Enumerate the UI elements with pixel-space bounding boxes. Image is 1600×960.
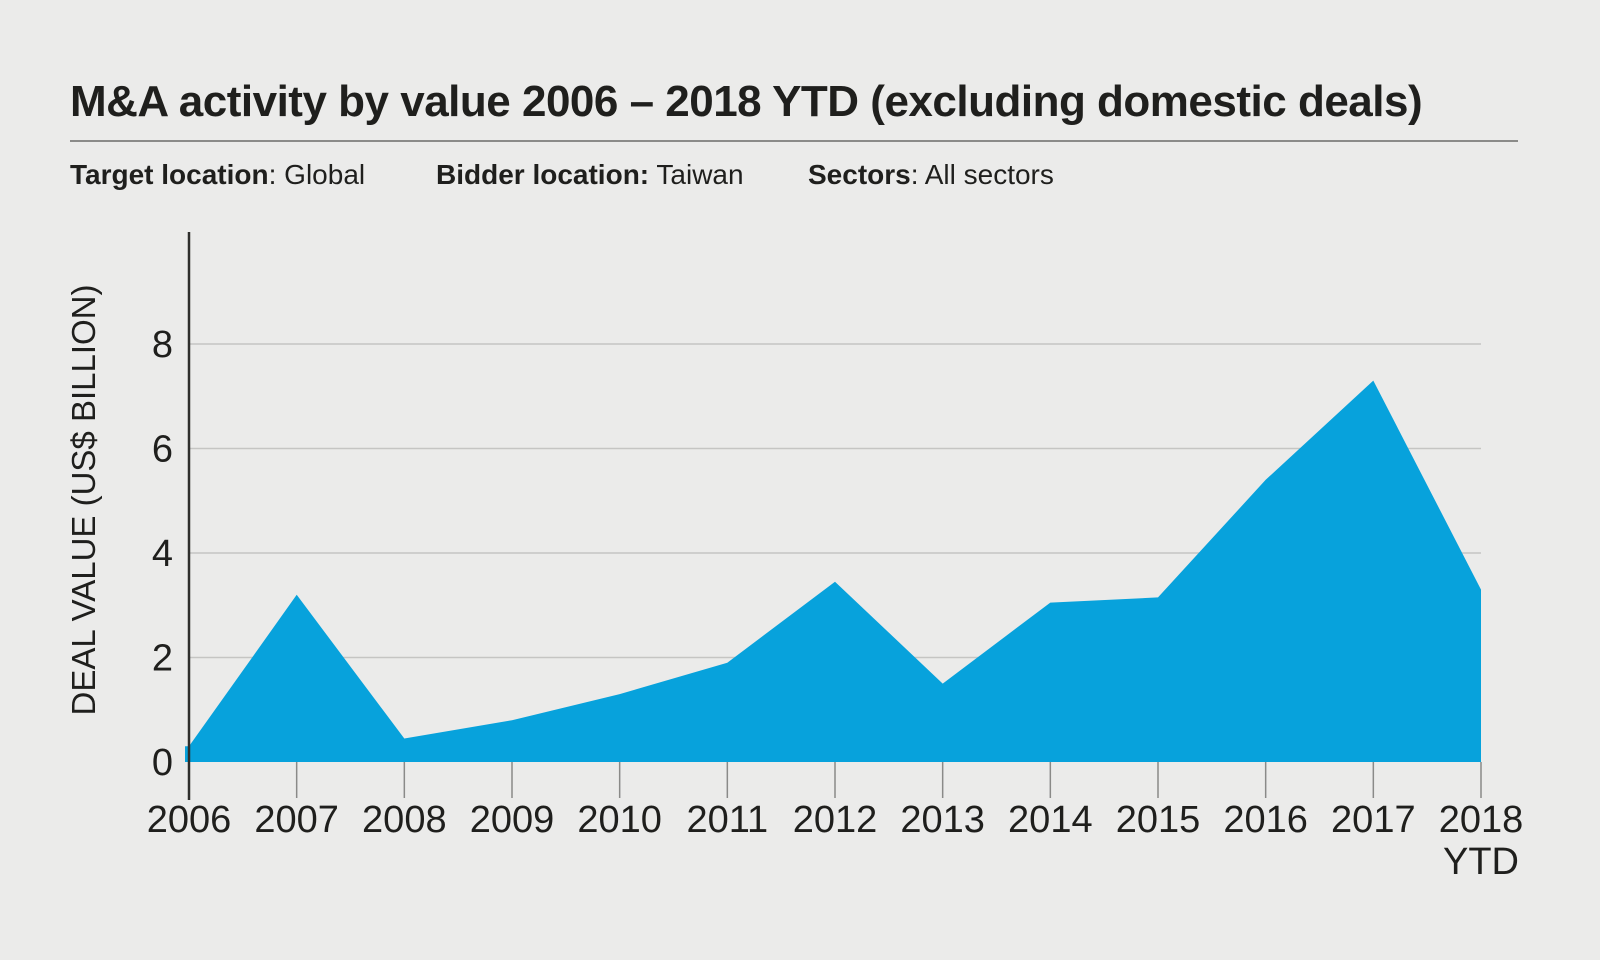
y-tick-label: 0: [152, 742, 173, 784]
y-axis-title: DEAL VALUE (US$ BILLION): [65, 285, 102, 716]
x-tick-label: 2009: [470, 799, 555, 841]
filter-target-location-label: Target location: [70, 159, 269, 190]
y-tick-label: 4: [152, 533, 173, 575]
x-tick-label: 2015: [1116, 799, 1201, 841]
filter-sectors-label: Sectors: [808, 159, 911, 190]
x-tick-label: 2011: [686, 799, 768, 841]
x-tick-label: 2012: [793, 799, 878, 841]
filter-sectors-value: : All sectors: [910, 159, 1054, 190]
x-tick-label: 2006: [147, 799, 232, 841]
x-tick-label: 2016: [1223, 799, 1308, 841]
y-tick-label: 8: [152, 324, 173, 366]
y-tick-label: 6: [152, 429, 173, 471]
chart-title: M&A activity by value 2006 – 2018 YTD (e…: [70, 77, 1423, 126]
filter-bidder-location-label: Bidder location:: [436, 159, 650, 190]
x-tick-label: 2010: [577, 799, 662, 841]
filter-sectors: Sectors: All sectors: [808, 158, 1054, 192]
area-shape: [185, 380, 1481, 762]
x-tick-label: 2017: [1331, 799, 1416, 841]
filter-target-location: Target location: Global: [70, 158, 365, 192]
filter-row: Target location: Global Bidder location:…: [0, 158, 1600, 198]
x-tick-label: 2018: [1439, 799, 1524, 841]
x-tick-label: 2014: [1008, 799, 1093, 841]
title-divider: [70, 140, 1518, 142]
x-tick-label: 2013: [900, 799, 985, 841]
x-tick-label-line2: YTD: [1443, 841, 1519, 883]
filter-bidder-location-value: Taiwan: [649, 159, 744, 190]
x-tick-label: 2007: [254, 799, 339, 841]
y-tick-label: 2: [152, 638, 173, 680]
filter-bidder-location: Bidder location: Taiwan: [436, 158, 744, 192]
x-tick-label: 2008: [362, 799, 447, 841]
filter-target-location-value: : Global: [268, 159, 366, 190]
